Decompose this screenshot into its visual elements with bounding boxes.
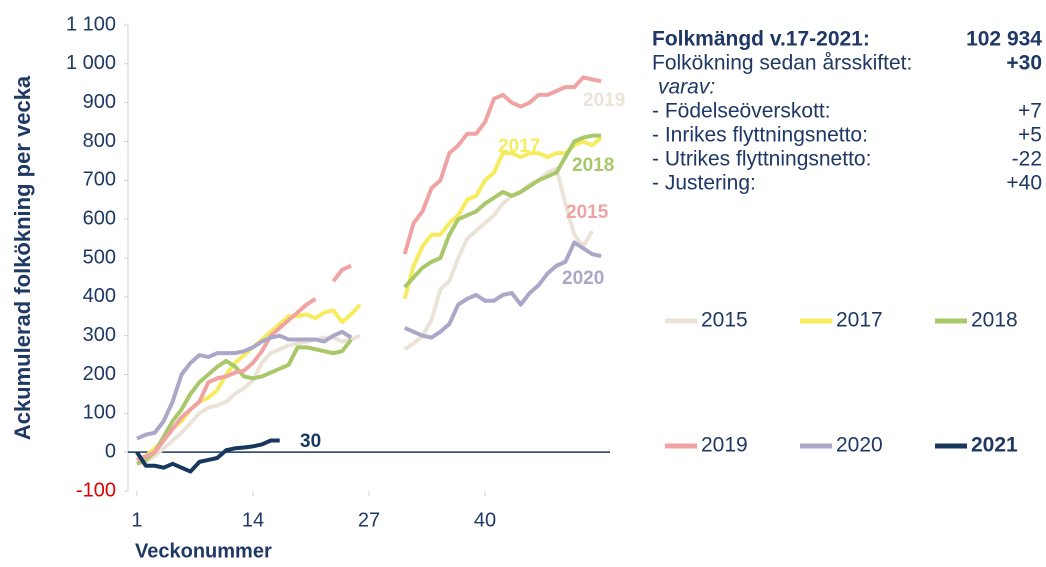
series-line	[136, 75, 602, 462]
y-tick-label: 800	[83, 130, 116, 152]
legend-label: 2017	[836, 309, 883, 332]
y-tick-label: 1 100	[66, 13, 116, 35]
y-tick-label: 0	[105, 440, 116, 462]
y-tick-label: 500	[83, 246, 116, 268]
y-tick-label: 700	[83, 169, 116, 191]
info-title: Folkmängd v.17-2021:	[652, 28, 870, 51]
y-tick-label: 1 000	[66, 52, 116, 74]
info-row-label: - Födelseöverskott:	[652, 100, 831, 123]
x-tick-label: 40	[474, 509, 496, 531]
annotation: 30	[300, 431, 321, 452]
info-row-value: +5	[1018, 124, 1042, 147]
y-tick-label: -100	[76, 479, 116, 501]
info-row-value: +40	[1006, 172, 1042, 195]
y-tick-label: 300	[83, 324, 116, 346]
annotation: 2020	[562, 268, 604, 289]
legend-label: 2019	[701, 434, 748, 457]
info-varav: varav:	[658, 76, 715, 99]
info-subtitle-value: +30	[1006, 52, 1042, 75]
series-line	[136, 240, 602, 441]
x-tick-label: 1	[131, 509, 142, 531]
info-row-label: - Justering:	[652, 172, 756, 195]
info-row-value: +7	[1018, 100, 1042, 123]
annotation: 2015	[566, 202, 609, 223]
legend-label: 2015	[701, 309, 748, 332]
info-subtitle: Folkökning sedan årsskiftet:	[652, 52, 912, 75]
annotation: 2019	[583, 90, 625, 111]
y-tick-label: 600	[83, 207, 116, 229]
legend-label: 2018	[971, 309, 1018, 332]
annotation: 2018	[572, 155, 614, 176]
y-tick-label: 200	[83, 363, 116, 385]
y-axis-title: Ackumulerad folkökning per vecka	[10, 75, 35, 440]
info-row-label: - Utrikes flyttningsnetto:	[652, 148, 871, 171]
info-title-value: 102 934	[966, 28, 1042, 51]
series-line	[136, 133, 602, 466]
x-axis-title: Veckonummer	[135, 540, 272, 562]
annotation: 2017	[498, 136, 540, 157]
x-tick-label: 14	[242, 509, 264, 531]
legend-label: 2020	[836, 434, 883, 457]
info-row-value: -22	[1012, 148, 1042, 171]
y-tick-label: 400	[83, 285, 116, 307]
series-line	[135, 438, 280, 474]
series-line	[136, 166, 594, 466]
legend-label: 2021	[971, 434, 1018, 457]
info-row-label: - Inrikes flyttningsnetto:	[652, 124, 868, 147]
y-tick-label: 100	[83, 402, 116, 424]
x-tick-label: 27	[358, 509, 380, 531]
y-tick-label: 900	[83, 91, 116, 113]
